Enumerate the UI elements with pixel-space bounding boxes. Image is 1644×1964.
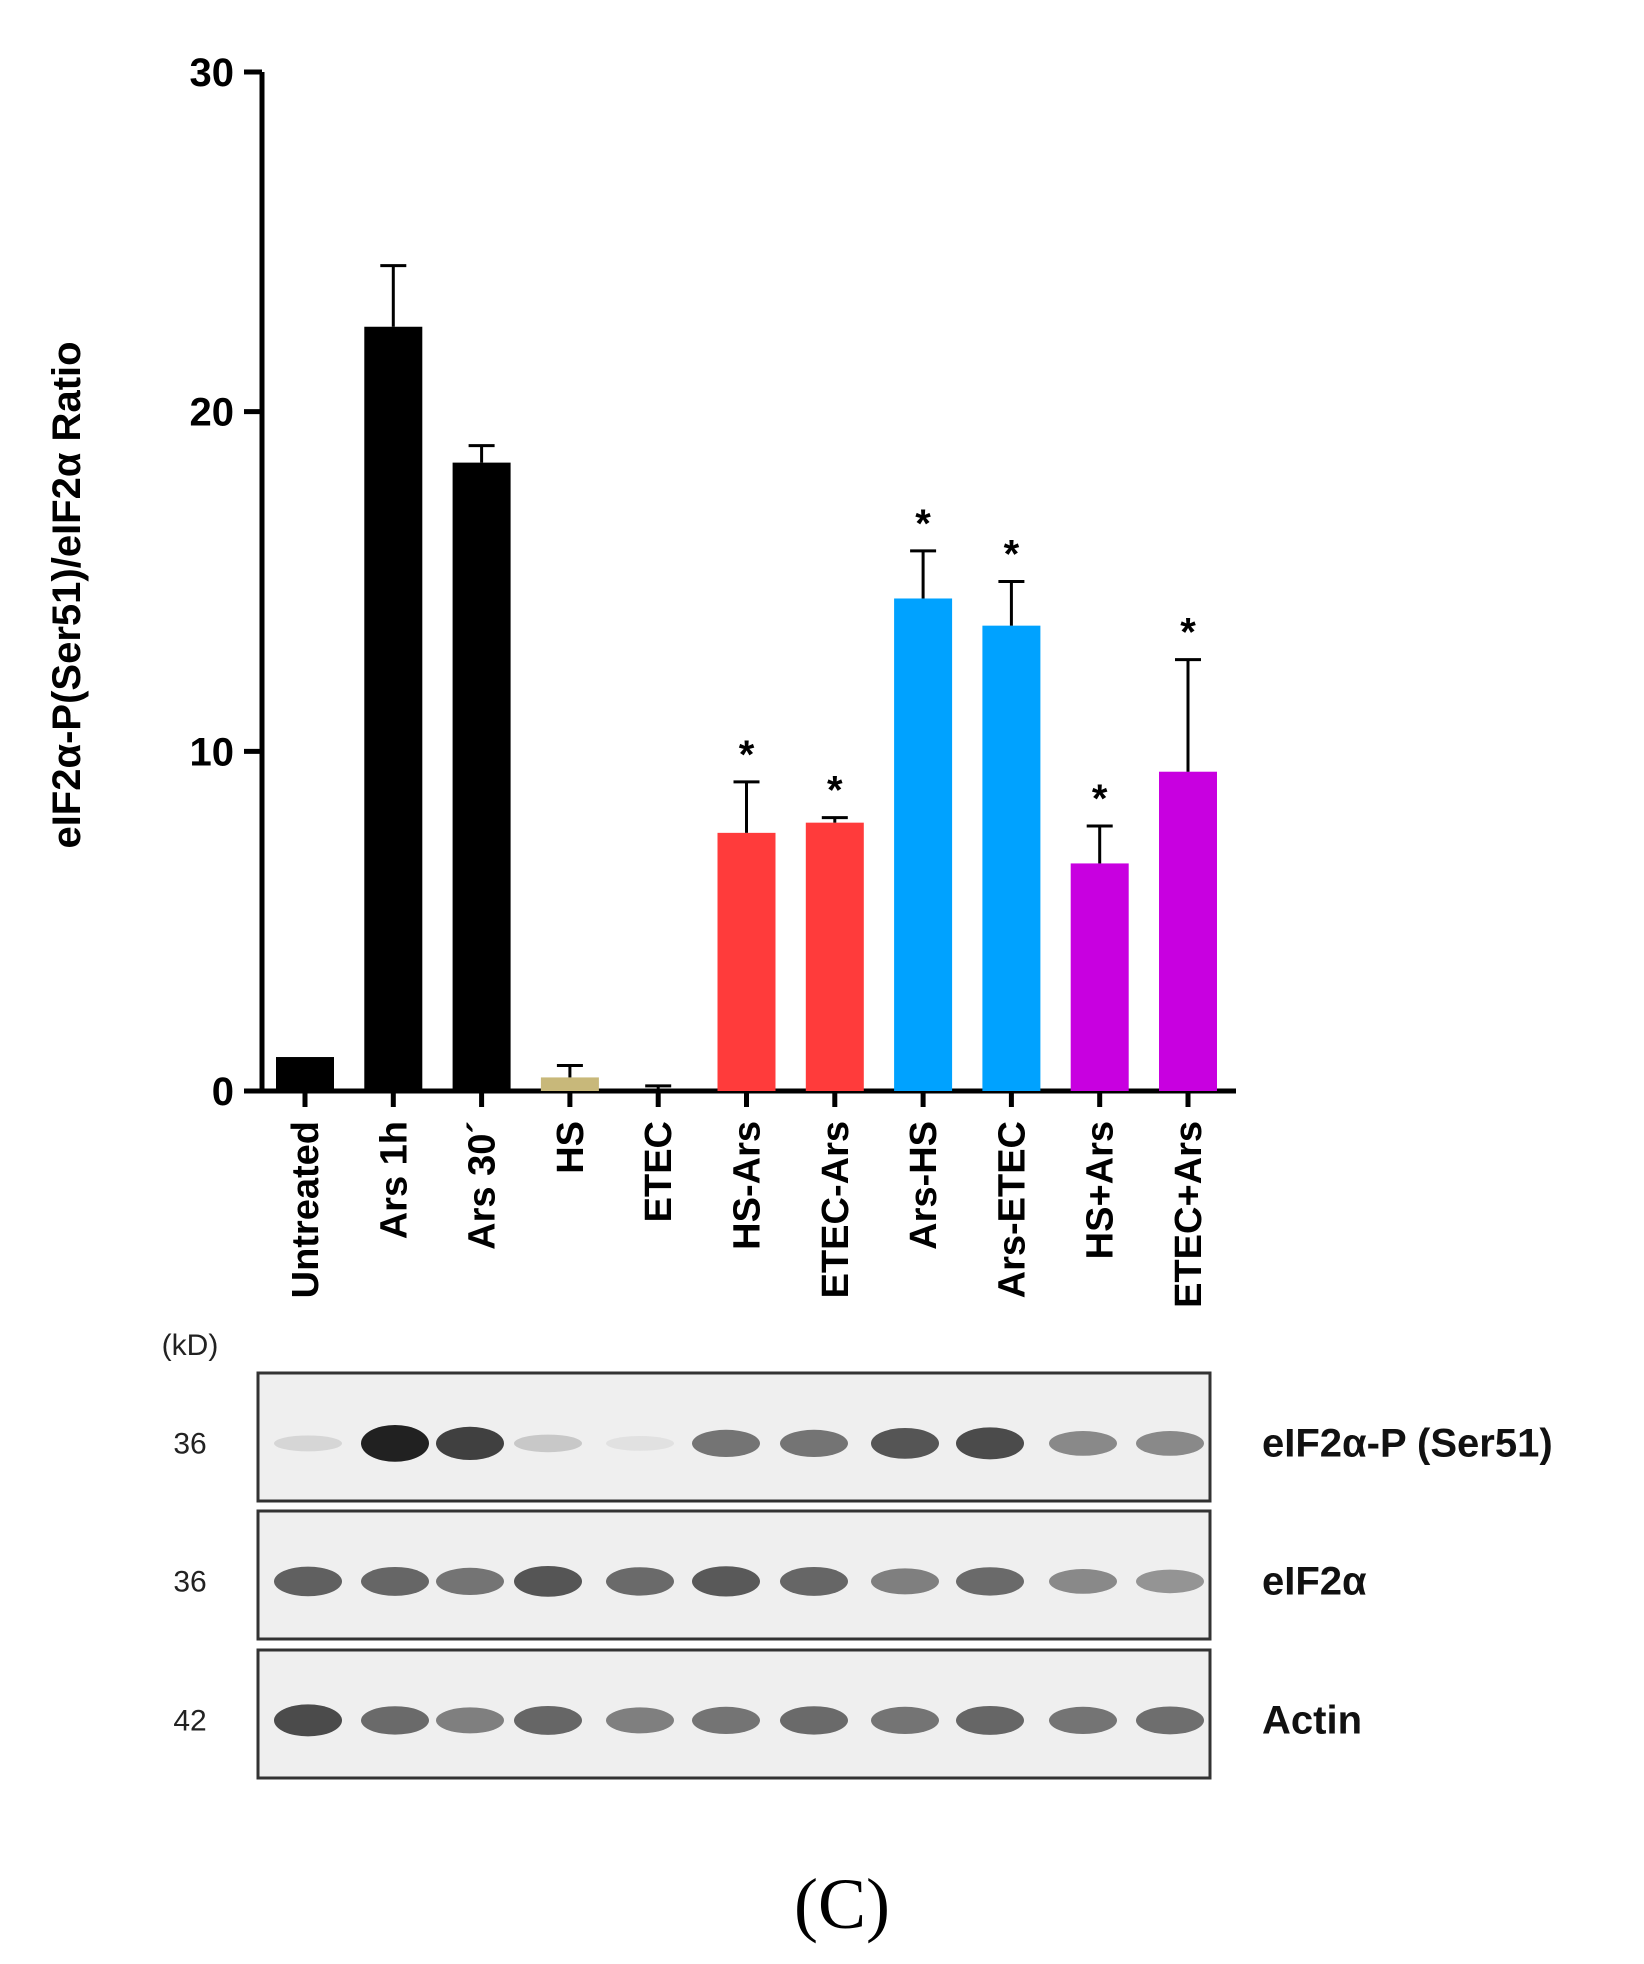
category-label: ETEC+Ars: [1168, 1121, 1210, 1308]
blot-band: [1049, 1706, 1117, 1734]
bar: [629, 1089, 688, 1092]
bar: [452, 462, 511, 1091]
blot-band: [692, 1706, 760, 1734]
y-axis-label: eIF2α-P(Ser51)/eIF2α Ratio: [45, 341, 89, 848]
blot-band: [692, 1566, 760, 1597]
blot-band: [1136, 1706, 1204, 1735]
blot-band: [956, 1427, 1024, 1460]
blot-band: [606, 1567, 674, 1596]
blot-row: 36 eIF2α-P (Ser51): [173, 1371, 1553, 1503]
blot-band: [514, 1434, 582, 1453]
significance-star: *: [1180, 611, 1196, 655]
y-tick-label: 20: [190, 391, 235, 435]
blot-band: [606, 1707, 674, 1734]
blot-band: [871, 1706, 939, 1734]
bar: [805, 822, 864, 1091]
blot-band: [871, 1568, 939, 1595]
panel-letter: (C): [794, 1864, 890, 1944]
blot-band: [361, 1566, 429, 1596]
bar: [982, 625, 1041, 1091]
y-axis: 0 10 20 30: [190, 51, 265, 1114]
significance-star: *: [739, 733, 755, 777]
blot-rows: 36 eIF2α-P (Ser51) 36 eIF2α 42 Actin: [173, 1371, 1553, 1780]
blot-band: [780, 1429, 848, 1457]
blot-band: [1049, 1431, 1117, 1456]
blot-band: [1049, 1569, 1117, 1594]
blot-band: [274, 1566, 342, 1597]
significance-star: *: [1004, 533, 1020, 577]
x-axis: [260, 1088, 1236, 1107]
blot-row-label: eIF2α-P (Ser51): [1262, 1421, 1553, 1465]
blot-band: [514, 1566, 582, 1597]
blot-row: 36 eIF2α: [173, 1509, 1367, 1641]
category-label: HS+Ars: [1080, 1121, 1122, 1259]
blot-band: [274, 1435, 342, 1452]
blot-band: [436, 1567, 504, 1595]
blot-band: [780, 1706, 848, 1735]
significance-star: *: [1092, 777, 1108, 821]
y-tick-label: 10: [190, 730, 235, 774]
blot-band: [514, 1705, 582, 1735]
blot-band: [436, 1707, 504, 1734]
blot-row-label: Actin: [1262, 1698, 1362, 1742]
bar: [894, 598, 953, 1091]
blot-band: [1136, 1569, 1204, 1594]
blot-band: [871, 1428, 939, 1459]
blot-band: [1136, 1431, 1204, 1456]
blot-band: [956, 1705, 1024, 1735]
y-tick-label: 30: [190, 51, 235, 95]
kd-marker: 36: [173, 1427, 206, 1460]
category-label: HS: [550, 1121, 592, 1174]
blot-band: [436, 1426, 504, 1460]
kd-marker: 42: [173, 1704, 206, 1737]
category-label: Ars-ETEC: [991, 1121, 1033, 1298]
blot-band: [606, 1436, 674, 1451]
blot-band: [274, 1704, 342, 1737]
bar: [540, 1077, 599, 1091]
bar: [276, 1057, 334, 1091]
significance-star: *: [915, 502, 931, 546]
category-label: Ars 30´: [462, 1121, 504, 1250]
significance-star: *: [827, 769, 843, 813]
blot-band: [361, 1425, 429, 1462]
bar: [1070, 863, 1129, 1091]
kd-header: (kD): [162, 1329, 219, 1362]
y-tick-label: 0: [212, 1070, 234, 1114]
bar: [1159, 771, 1217, 1091]
blot-band: [361, 1706, 429, 1735]
significance-markers: * * * * * *: [739, 502, 1197, 821]
blot-band: [780, 1566, 848, 1596]
bar: [364, 326, 423, 1091]
category-label: HS-Ars: [727, 1121, 769, 1250]
blot-band: [692, 1429, 760, 1457]
blot-band: [956, 1567, 1024, 1596]
category-label: Untreated: [285, 1121, 327, 1298]
category-label: ETEC-Ars: [815, 1121, 857, 1298]
error-bars: [380, 264, 1201, 1090]
category-label: Ars 1h: [373, 1121, 415, 1239]
bars: [276, 326, 1217, 1092]
bar: [717, 832, 776, 1091]
category-label: Ars-HS: [903, 1121, 945, 1250]
kd-marker: 36: [173, 1565, 206, 1598]
blot-row: 42 Actin: [173, 1648, 1362, 1780]
western-blot: (kD) 36 eIF2α-P (Ser51) 36 eIF2α 42 Actin: [162, 1329, 1553, 1780]
category-label: ETEC: [638, 1121, 680, 1222]
blot-row-label: eIF2α: [1262, 1559, 1367, 1603]
category-labels: Untreated Ars 1h Ars 30´ HS ETEC HS-Ars ETEC-A…: [285, 1121, 1210, 1308]
